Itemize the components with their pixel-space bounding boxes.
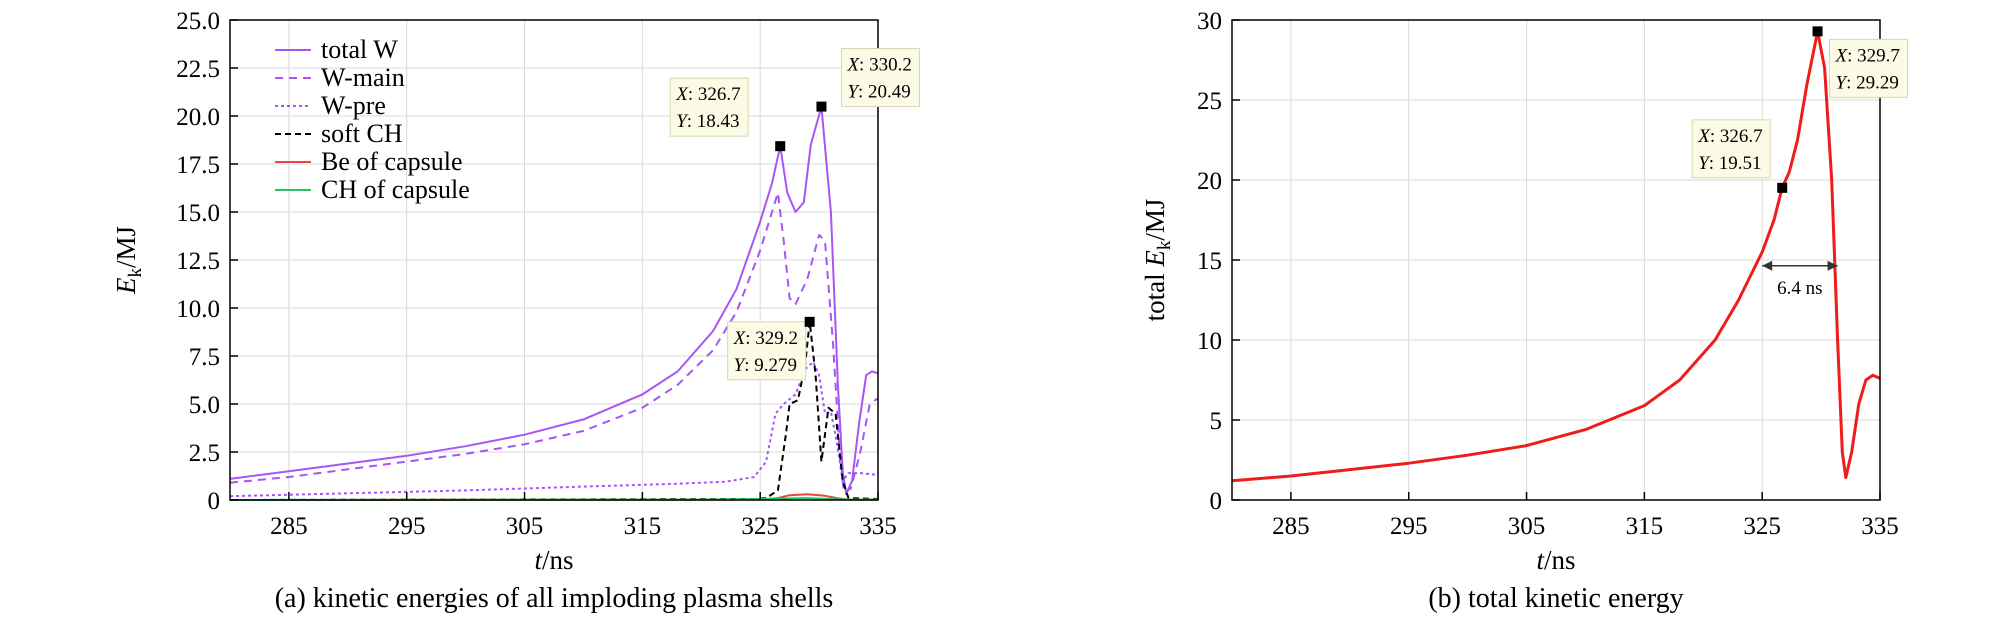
datatip-marker	[816, 101, 827, 112]
legend-label: Be of capsule	[321, 147, 463, 176]
datatip-y-label: Y: 9.279	[734, 355, 797, 376]
series-line-total-w	[229, 105, 879, 496]
y-tick-label: 10.0	[176, 296, 220, 323]
x-tick-label: 325	[1743, 513, 1781, 540]
datatip-marker	[1777, 182, 1788, 193]
x-tick-label: 335	[1861, 513, 1899, 540]
y-tick-label: 5.0	[189, 392, 220, 419]
datatip-y-label: Y: 20.49	[847, 82, 910, 103]
y-tick-label: 22.5	[176, 56, 220, 83]
chart-a: 285 295 305 315 325 335 0 2.5 5.0 7.5 10.0 12.5 15.0…	[111, 8, 920, 614]
datatip-box	[1829, 38, 1909, 98]
fwhm-arrow-left	[1762, 260, 1773, 271]
legend-label: total W	[321, 35, 398, 64]
datatip-x-label: X: 330.2	[846, 55, 911, 76]
y-axis-title: total Ek/MJ	[1140, 199, 1175, 322]
datatip-box	[727, 321, 807, 381]
x-axis-title: t/ns	[1536, 545, 1575, 575]
y-tick-label: 0	[208, 488, 221, 515]
y-tick-label: 15.0	[176, 200, 220, 227]
legend-label: soft CH	[321, 119, 403, 148]
fwhm-arrow-right	[1827, 260, 1838, 271]
x-tick-label: 335	[859, 513, 897, 540]
y-tick-label: 30	[1197, 8, 1222, 35]
datatip-marker	[1812, 26, 1823, 37]
x-tick-label: 305	[506, 513, 544, 540]
datatip-y-label: Y: 29.29	[1836, 72, 1899, 93]
datatip-x-label: X: 326.7	[1697, 126, 1762, 147]
x-tick-label: 285	[1272, 513, 1310, 540]
y-tick-label: 5	[1210, 408, 1223, 435]
series-line-w-main	[229, 191, 879, 494]
y-tick-label: 2.5	[189, 440, 220, 467]
datatip-box	[1691, 119, 1771, 179]
datatip-marker	[804, 316, 815, 327]
y-tick-label: 25	[1197, 88, 1222, 115]
x-axis-title: t/ns	[534, 545, 573, 575]
chart-b: 285 295 305 315 325 335 0 5 10 15 20 25 30 t/ns total …	[1140, 8, 1909, 614]
x-tick-label: 325	[741, 513, 779, 540]
y-tick-label: 20	[1197, 168, 1222, 195]
figure-caption: (a) kinetic energies of all imploding pl…	[275, 583, 834, 614]
y-tick-label: 25.0	[176, 8, 220, 35]
x-tick-label: 315	[1626, 513, 1664, 540]
x-tick-label: 285	[270, 513, 308, 540]
x-tick-label: 295	[388, 513, 426, 540]
legend-label: W-pre	[321, 91, 386, 120]
y-tick-label: 10	[1197, 328, 1222, 355]
series-line-total	[1231, 29, 1881, 483]
y-tick-label: 20.0	[176, 104, 220, 131]
legend-label: CH of capsule	[321, 175, 470, 204]
x-tick-label: 315	[624, 513, 662, 540]
datatip-y-label: Y: 19.51	[1698, 153, 1761, 174]
datatip-x-label: X: 326.7	[675, 84, 740, 105]
y-tick-label: 7.5	[189, 344, 220, 371]
y-tick-label: 15	[1197, 248, 1222, 275]
datatip-box	[669, 77, 749, 137]
y-tick-label: 17.5	[176, 152, 220, 179]
y-tick-label: 0	[1210, 488, 1223, 515]
datatip-x-label: X: 329.2	[733, 328, 798, 349]
y-axis-title: Ek/MJ	[111, 226, 146, 295]
legend-label: W-main	[321, 63, 405, 92]
fwhm-label: 6.4 ns	[1777, 278, 1822, 299]
datatip-box	[840, 48, 920, 108]
datatip-x-label: X: 329.7	[1835, 45, 1900, 66]
datatip-y-label: Y: 18.43	[676, 111, 739, 132]
y-tick-label: 12.5	[176, 248, 220, 275]
x-tick-label: 305	[1508, 513, 1546, 540]
figure-caption: (b) total kinetic energy	[1428, 583, 1683, 614]
x-tick-label: 295	[1390, 513, 1428, 540]
datatip-marker	[775, 141, 786, 152]
series-line-soft-ch	[229, 320, 879, 501]
